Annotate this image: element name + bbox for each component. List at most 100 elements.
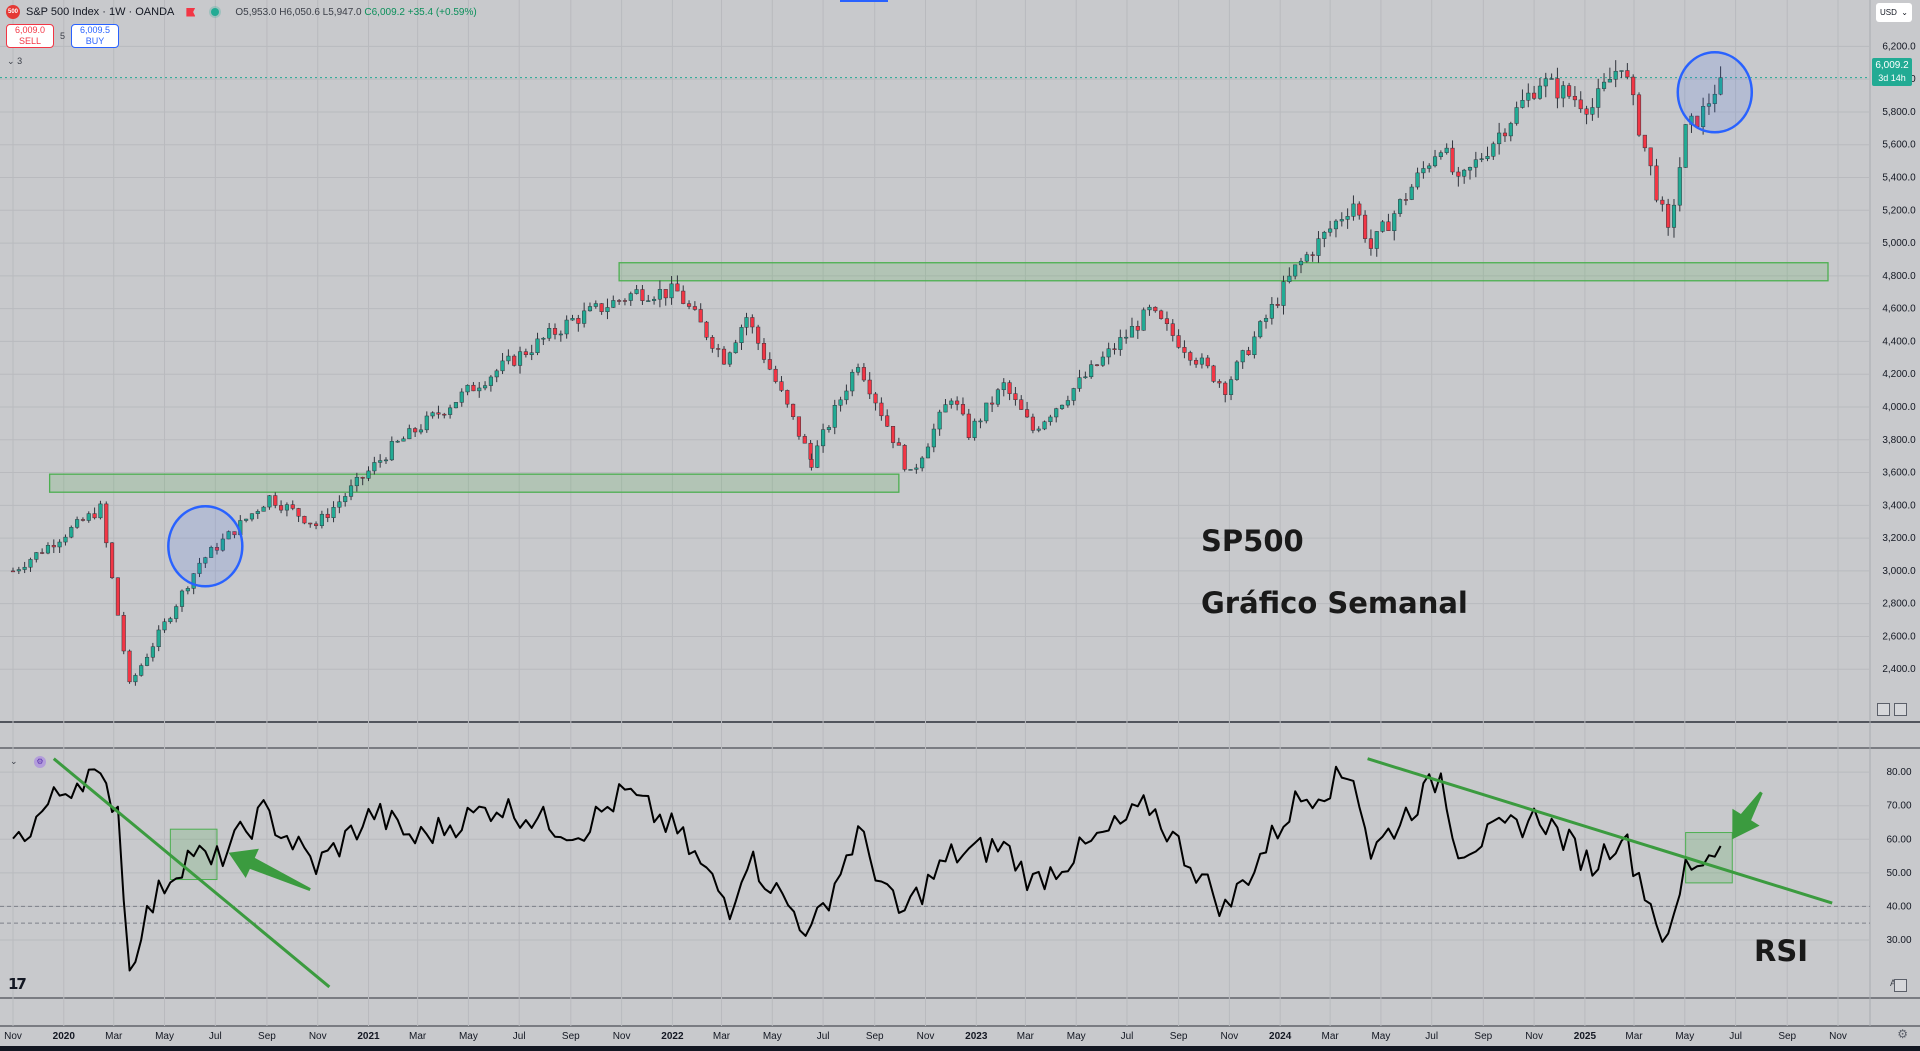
price-axis-tick: 4,200.0 bbox=[1882, 369, 1916, 380]
candle-body bbox=[779, 381, 784, 391]
candle-body bbox=[815, 445, 820, 468]
candle-body bbox=[1007, 382, 1012, 394]
indicator-settings-icon[interactable]: ⚙ bbox=[34, 756, 46, 768]
sell-button[interactable]: 6,009.0 SELL bbox=[6, 24, 54, 48]
candle-body bbox=[273, 495, 278, 506]
time-axis-label: Jul bbox=[817, 1031, 830, 1042]
candle-body bbox=[1135, 326, 1140, 331]
candle-body bbox=[1304, 254, 1309, 262]
candle-body bbox=[663, 289, 668, 299]
candle-body bbox=[1473, 159, 1478, 168]
symbol-title[interactable]: S&P 500 Index · 1W · OANDA bbox=[26, 6, 175, 18]
candle-body bbox=[232, 531, 237, 536]
candle-body bbox=[937, 411, 942, 430]
ohlc-low: L5,947.0 bbox=[322, 6, 362, 18]
candle-body bbox=[494, 370, 499, 378]
price-axis-tick: 3,800.0 bbox=[1882, 435, 1916, 446]
candle-body bbox=[733, 342, 738, 354]
chevron-down-icon: ⌄ bbox=[7, 56, 15, 66]
candle-body bbox=[1456, 171, 1461, 177]
tradingview-logo-icon[interactable]: 17 bbox=[8, 975, 27, 993]
last-price-value: 6,009.2 bbox=[1875, 60, 1909, 71]
candle-body bbox=[1106, 348, 1111, 358]
candle-body bbox=[1590, 107, 1595, 115]
price-axis-tick: 2,800.0 bbox=[1882, 599, 1916, 610]
time-axis-label: May bbox=[1675, 1031, 1694, 1042]
candle-body bbox=[1607, 79, 1612, 83]
currency-select[interactable]: USD ⌄ bbox=[1876, 3, 1912, 22]
auto-scale-button[interactable]: A bbox=[1889, 978, 1896, 988]
buy-button[interactable]: 6,009.5 BUY bbox=[71, 24, 120, 48]
candle-body bbox=[436, 412, 441, 415]
maximize-pane-icon[interactable] bbox=[1877, 703, 1890, 716]
restore-pane-icon[interactable] bbox=[1894, 703, 1907, 716]
candle-body bbox=[1345, 216, 1350, 220]
candle-body bbox=[1683, 124, 1688, 168]
symbol-header: 500 S&P 500 Index · 1W · OANDA O5,953.0 … bbox=[6, 5, 477, 19]
candle-body bbox=[197, 562, 202, 574]
candle-body bbox=[1403, 199, 1408, 201]
support-zone bbox=[618, 262, 1829, 282]
maximize-pane-icon[interactable] bbox=[1894, 979, 1907, 992]
candle-body bbox=[220, 538, 225, 551]
candle-body bbox=[570, 318, 575, 321]
time-axis-label: Sep bbox=[1474, 1031, 1492, 1042]
candle-body bbox=[1357, 203, 1362, 216]
bottom-border bbox=[0, 1046, 1920, 1051]
candle-body bbox=[226, 531, 231, 540]
candle-body bbox=[1159, 310, 1164, 319]
candle-body bbox=[640, 289, 645, 301]
candle-body bbox=[1333, 220, 1339, 230]
candle-body bbox=[990, 402, 995, 405]
candle-body bbox=[191, 573, 196, 589]
scroll-indicator[interactable] bbox=[840, 0, 888, 2]
price-axis-tick: 3,200.0 bbox=[1882, 533, 1916, 544]
candle-body bbox=[453, 402, 458, 409]
candle-body bbox=[966, 413, 971, 438]
candle-body bbox=[1549, 78, 1554, 80]
candle-body bbox=[1462, 169, 1467, 177]
flag-icon[interactable] bbox=[186, 7, 196, 17]
buy-price: 6,009.5 bbox=[80, 25, 111, 35]
candle-body bbox=[16, 569, 21, 572]
candle-body bbox=[535, 338, 540, 353]
candle-body bbox=[488, 376, 493, 386]
candle-body bbox=[844, 390, 849, 401]
price-axis-tick: 3,600.0 bbox=[1882, 468, 1916, 479]
candle-body bbox=[1316, 238, 1321, 256]
time-axis-label: Nov bbox=[4, 1031, 22, 1042]
candle-body bbox=[1380, 221, 1385, 232]
candle-body bbox=[1240, 350, 1245, 363]
candle-body bbox=[1520, 100, 1525, 108]
chevron-down-icon[interactable]: ⌄ bbox=[10, 756, 18, 766]
candle-body bbox=[1013, 393, 1018, 400]
candle-body bbox=[809, 459, 814, 468]
candle-body bbox=[1188, 352, 1193, 361]
time-axis-label: May bbox=[1067, 1031, 1086, 1042]
candle-body bbox=[1625, 70, 1630, 78]
rsi-annotation: RSI bbox=[1754, 934, 1809, 968]
indicators-collapse-toggle[interactable]: ⌄ 3 bbox=[7, 56, 22, 67]
candle-body bbox=[856, 367, 861, 373]
candle-body bbox=[366, 470, 371, 479]
candle-body bbox=[1083, 376, 1088, 379]
candle-body bbox=[185, 588, 190, 592]
candle-body bbox=[174, 606, 179, 619]
candle-body bbox=[1258, 321, 1263, 338]
candle-body bbox=[1036, 428, 1041, 431]
candle-body bbox=[1124, 336, 1129, 339]
price-axis-tick: 5,000.0 bbox=[1882, 238, 1916, 249]
time-axis-label: Jul bbox=[209, 1031, 222, 1042]
candle-body bbox=[162, 621, 167, 631]
candle-body bbox=[1491, 143, 1496, 157]
candle-body bbox=[348, 485, 354, 497]
candle-body bbox=[1485, 156, 1490, 159]
candle-body bbox=[1228, 379, 1234, 395]
gear-icon[interactable]: ⚙ bbox=[1897, 1027, 1908, 1041]
candle-body bbox=[1631, 76, 1636, 96]
candle-body bbox=[1701, 106, 1706, 127]
candle-body bbox=[448, 407, 453, 415]
candle-body bbox=[1077, 377, 1082, 389]
candle-body bbox=[1234, 361, 1239, 380]
